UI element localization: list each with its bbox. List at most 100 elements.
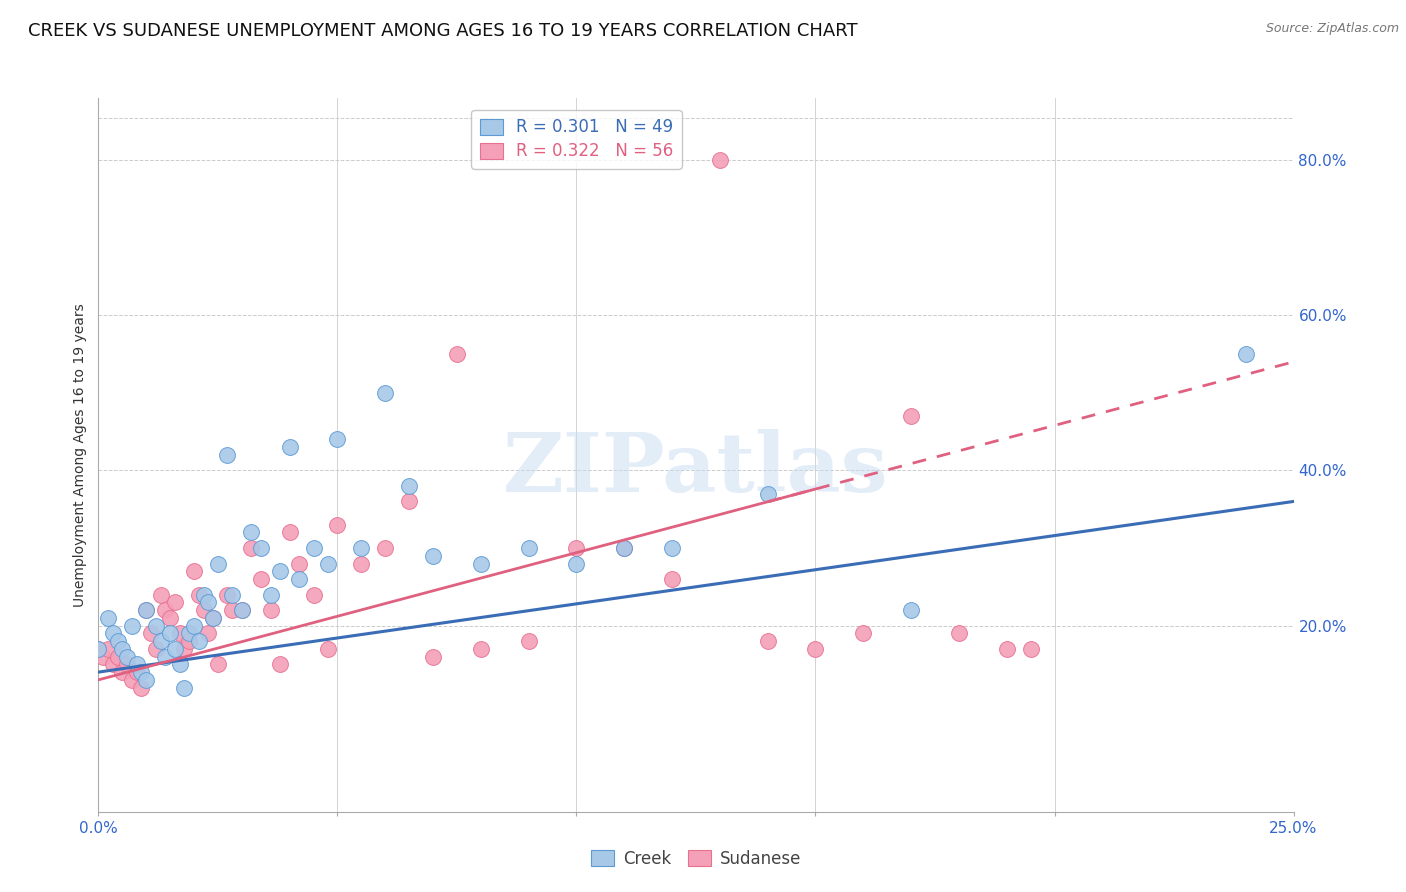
Point (121, 618, 143, 632)
Point (1234, 347, 1257, 361)
Point (145, 618, 167, 632)
Point (240, 525, 263, 540)
Point (202, 611, 225, 625)
Point (517, 634, 540, 648)
Point (179, 626, 201, 640)
Point (288, 557, 311, 571)
Point (217, 448, 239, 462)
Point (565, 557, 588, 571)
Point (350, 557, 373, 571)
Point (149, 588, 172, 602)
Point (446, 347, 468, 361)
Point (269, 657, 291, 672)
Point (374, 385, 396, 400)
Point (197, 595, 219, 609)
Point (107, 649, 129, 664)
Point (159, 611, 181, 625)
Point (87, 641, 110, 656)
Point (115, 649, 138, 664)
Point (131, 681, 153, 695)
Point (125, 665, 148, 679)
Point (231, 603, 253, 617)
Point (183, 564, 205, 578)
Point (169, 657, 191, 672)
Point (121, 673, 143, 687)
Text: ZIPatlas: ZIPatlas (503, 429, 889, 509)
Point (470, 557, 492, 571)
Point (326, 517, 349, 532)
Point (145, 641, 167, 656)
Point (139, 626, 162, 640)
Point (613, 541, 636, 555)
Point (288, 572, 311, 586)
Point (278, 440, 301, 454)
Point (259, 588, 281, 602)
Point (326, 433, 349, 447)
Point (240, 541, 263, 555)
Point (193, 588, 215, 602)
Point (661, 541, 683, 555)
Point (193, 603, 215, 617)
Point (470, 641, 492, 656)
Point (756, 634, 779, 648)
Point (316, 557, 339, 571)
Point (422, 649, 444, 664)
Point (101, 626, 124, 640)
Point (169, 626, 191, 640)
Point (135, 673, 157, 687)
Point (163, 641, 186, 656)
Point (131, 665, 153, 679)
Point (183, 618, 205, 632)
Text: CREEK VS SUDANESE UNEMPLOYMENT AMONG AGES 16 TO 19 YEARS CORRELATION CHART: CREEK VS SUDANESE UNEMPLOYMENT AMONG AGE… (28, 22, 858, 40)
Point (398, 494, 420, 508)
Point (350, 541, 373, 555)
Point (278, 525, 301, 540)
Point (197, 626, 219, 640)
Point (173, 641, 195, 656)
Point (259, 603, 281, 617)
Point (187, 588, 209, 602)
Point (91, 649, 114, 664)
Point (517, 541, 540, 555)
Point (155, 649, 177, 664)
Point (900, 409, 922, 424)
Point (302, 541, 325, 555)
Point (756, 486, 779, 500)
Point (804, 641, 827, 656)
Y-axis label: Unemployment Among Ages 16 to 19 years: Unemployment Among Ages 16 to 19 years (73, 303, 87, 607)
Point (125, 657, 148, 672)
Point (111, 641, 134, 656)
Point (173, 681, 195, 695)
Point (1019, 641, 1042, 656)
Point (101, 657, 124, 672)
Point (155, 603, 177, 617)
Point (948, 626, 970, 640)
Point (187, 634, 209, 648)
Text: Source: ZipAtlas.com: Source: ZipAtlas.com (1265, 22, 1399, 36)
Point (87, 641, 110, 656)
Point (97, 641, 120, 656)
Point (422, 549, 444, 563)
Point (135, 603, 157, 617)
Legend: Creek, Sudanese: Creek, Sudanese (585, 844, 807, 875)
Point (250, 541, 273, 555)
Point (398, 479, 420, 493)
Point (107, 634, 129, 648)
Point (163, 595, 186, 609)
Point (115, 657, 138, 672)
Point (661, 572, 683, 586)
Point (613, 541, 636, 555)
Point (149, 634, 172, 648)
Point (709, 153, 731, 168)
Point (316, 641, 339, 656)
Point (111, 665, 134, 679)
Point (179, 634, 201, 648)
Point (374, 541, 396, 555)
Point (221, 588, 243, 602)
Point (221, 603, 243, 617)
Point (900, 603, 922, 617)
Point (217, 588, 239, 602)
Point (159, 626, 181, 640)
Point (852, 626, 875, 640)
Point (97, 611, 120, 625)
